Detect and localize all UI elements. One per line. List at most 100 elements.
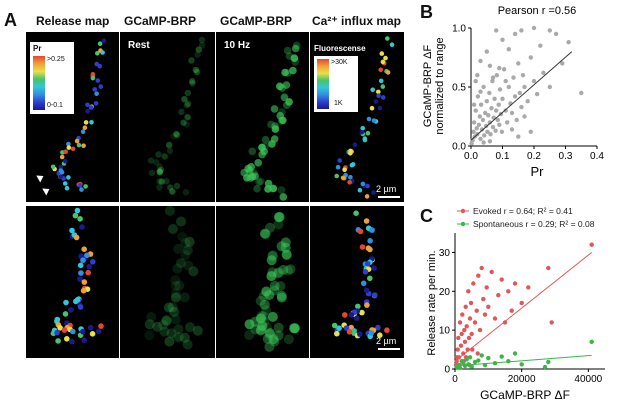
gcamp-puncta: [244, 319, 255, 330]
bouton-dot: [66, 175, 71, 180]
bouton-dot: [348, 151, 353, 156]
bouton-dot: [95, 78, 101, 83]
chart-b-point: [477, 114, 482, 119]
chart-c-point: [464, 324, 469, 329]
bouton-dot: [80, 287, 87, 294]
chart-c-point: [546, 265, 551, 271]
gcamp-puncta: [167, 302, 178, 313]
chart-c-point: [472, 320, 478, 325]
gcamp-puncta: [265, 222, 275, 233]
gcamp-puncta: [264, 341, 275, 352]
chart-b-x-tick-label: 0.0: [464, 151, 478, 162]
hz-label: 10 Hz: [224, 40, 251, 51]
bouton-dot: [389, 42, 395, 47]
gcamp-puncta: [179, 332, 190, 343]
bouton-dot: [376, 89, 381, 95]
chart-c-y-tick-label: 10: [439, 326, 451, 337]
gcamp-puncta: [180, 119, 187, 126]
bouton-dot: [90, 75, 96, 81]
scale-bar-label-top: 2 µm: [376, 184, 397, 194]
chart-c-y-tick-label: 30: [439, 248, 451, 259]
chart-c-point: [499, 277, 504, 282]
bouton-dot: [98, 323, 104, 329]
release-map-dots-top: [50, 38, 107, 192]
bouton-dot: [89, 331, 96, 337]
chart-b-point: [492, 96, 497, 102]
chart-b-point: [490, 78, 495, 84]
chart-b-point: [487, 120, 493, 125]
chart-b-point: [511, 75, 516, 80]
gcamp-puncta: [169, 188, 176, 195]
chart-b-y-tick-label: 0.0: [452, 142, 466, 153]
bouton-dot: [365, 245, 372, 251]
chart-b-point: [516, 134, 521, 139]
chart-b-point: [478, 136, 483, 142]
gcamp-puncta: [276, 82, 284, 91]
gcamp-puncta: [178, 108, 185, 116]
gcamp-puncta: [170, 280, 181, 291]
gcamp-puncta: [278, 264, 289, 275]
bouton-dot: [59, 170, 65, 175]
bouton-dot: [84, 252, 90, 259]
bouton-dot: [372, 292, 378, 298]
chart-b-point: [489, 106, 494, 111]
gcamp-puncta: [175, 258, 186, 269]
gcamp-rest-signal-bottom: [144, 206, 203, 350]
chart-b-ylabel-2: normalized to range: [434, 37, 446, 134]
chart-b-point: [494, 108, 499, 113]
bouton-dot: [85, 108, 90, 114]
gcamp-puncta: [173, 324, 184, 335]
bouton-dot: [81, 337, 87, 344]
scale-bar-label-bottom: 2 µm: [376, 336, 397, 346]
bouton-dot: [359, 129, 365, 135]
chart-c-point: [466, 289, 471, 294]
bouton-dot: [58, 174, 63, 180]
gcamp-puncta: [267, 250, 278, 261]
gcamp-puncta: [276, 241, 287, 252]
gcamp-puncta: [170, 275, 181, 286]
gcamp-puncta: [189, 80, 196, 87]
chart-b-point: [471, 129, 476, 134]
chart-b-ylabel-1: GCaMP-BRP ΔF: [422, 45, 434, 128]
chart-b-point: [475, 94, 481, 99]
chart-c-point: [481, 296, 486, 302]
gcamp-puncta: [283, 265, 293, 276]
gcamp-puncta: [192, 325, 203, 336]
legend-entry-text: Evoked r = 0.64; R² = 0.41: [473, 206, 573, 216]
chart-c-point: [459, 331, 464, 337]
bouton-dot: [100, 50, 105, 55]
gcamp-puncta: [164, 206, 175, 216]
bouton-dot: [79, 187, 84, 192]
bouton-dot: [58, 164, 64, 170]
scale-bar-bottom: [378, 348, 400, 350]
chart-b-point: [490, 124, 496, 130]
chart-b-point: [528, 55, 533, 60]
gcamp-puncta: [182, 189, 190, 196]
bouton-dot: [360, 181, 366, 187]
gcamp-puncta: [177, 231, 188, 242]
bouton-dot: [83, 120, 89, 125]
chart-b-point: [497, 65, 502, 71]
chart-b-point: [487, 139, 493, 144]
gcamp-puncta: [255, 313, 266, 324]
bouton-dot: [94, 91, 99, 96]
bouton-dot: [95, 51, 100, 56]
gcamp-puncta: [174, 280, 185, 291]
bouton-dot: [343, 325, 350, 331]
bouton-dot: [357, 187, 363, 193]
gcamp-puncta: [173, 332, 184, 342]
gcamp-10hz-signal-top: [240, 41, 301, 201]
gcamp-puncta: [163, 178, 170, 185]
chart-b-point: [471, 120, 477, 125]
gcamp-puncta: [283, 334, 294, 345]
bouton-dot: [78, 270, 84, 276]
gcamp-puncta: [147, 157, 155, 164]
gcamp-puncta: [181, 96, 188, 103]
bouton-dot: [97, 41, 103, 46]
chart-c-point: [482, 312, 488, 317]
bouton-dot: [70, 146, 76, 152]
chart-b-point: [497, 87, 503, 92]
bouton-dot: [380, 59, 386, 65]
chart-b-point: [479, 127, 485, 132]
gcamp-puncta: [192, 66, 199, 74]
